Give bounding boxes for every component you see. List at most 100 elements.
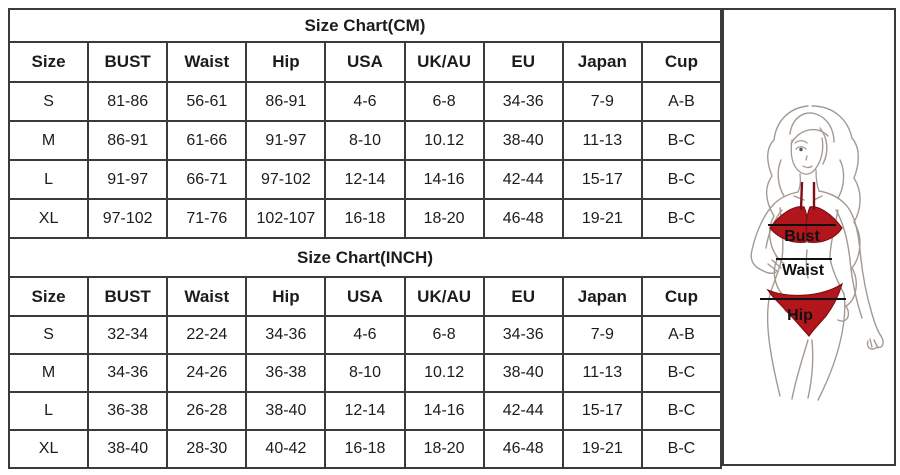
table-cell: 91-97	[245, 120, 327, 161]
table-cell: 8-10	[324, 120, 406, 161]
table-cell: M	[7, 120, 90, 161]
column-header: Japan	[561, 41, 643, 83]
hip-measure: Hip	[760, 298, 846, 324]
table-cell: B-C	[640, 391, 723, 431]
table-cell: 46-48	[482, 429, 564, 469]
table-title: Size Chart(INCH)	[8, 237, 722, 278]
column-header: EU	[482, 276, 564, 317]
table-cell: 34-36	[245, 315, 327, 355]
table-cell: 8-10	[324, 353, 406, 393]
table-cell: B-C	[640, 429, 723, 469]
table-cell: 16-18	[324, 429, 406, 469]
table-cell: B-C	[640, 353, 723, 393]
table-cell: 16-18	[324, 198, 406, 239]
bust-measure: Bust	[768, 224, 836, 245]
column-header: BUST	[87, 276, 169, 317]
table-cell: XL	[7, 198, 90, 239]
table-cell: B-C	[640, 159, 723, 200]
hip-label: Hip	[787, 307, 813, 324]
measurement-figure-panel: Bust Waist Hip	[722, 8, 896, 466]
table-cell: 12-14	[324, 391, 406, 431]
table-cell: M	[7, 353, 90, 393]
table-cell: 28-30	[166, 429, 248, 469]
table-title: Size Chart(CM)	[8, 8, 722, 43]
column-header: UK/AU	[403, 276, 485, 317]
table-row: M 34-36 24-26 36-38 8-10 10.12 38-40 11-13 B-C	[7, 353, 723, 393]
table-cell: 14-16	[403, 159, 485, 200]
table-cell: 34-36	[482, 81, 564, 122]
table-cell: 26-28	[166, 391, 248, 431]
table-cell: 102-107	[245, 198, 327, 239]
table-row: S 32-34 22-24 34-36 4-6 6-8 34-36 7-9 A-B	[7, 315, 723, 355]
column-header: Hip	[245, 276, 327, 317]
table-cell: 14-16	[403, 391, 485, 431]
table-cell: B-C	[640, 120, 723, 161]
table-row: M 86-91 61-66 91-97 8-10 10.12 38-40 11-13 B-C	[7, 120, 723, 161]
table-cell: 38-40	[245, 391, 327, 431]
column-header: USA	[324, 41, 406, 83]
size-tables: Size Chart(CM) Size BUST Waist Hip USA UK/AU EU…	[7, 8, 723, 469]
table-row: XL 97-102 71-76 102-107 16-18 18-20 46-48 19-21…	[7, 198, 723, 239]
column-header: Japan	[561, 276, 643, 317]
waist-label: Waist	[782, 262, 825, 279]
table-cell: 36-38	[245, 353, 327, 393]
table-row: L 36-38 26-28 38-40 12-14 14-16 42-44 15-17 B-C	[7, 391, 723, 431]
table-cell: 18-20	[403, 198, 485, 239]
table-cell: 6-8	[403, 315, 485, 355]
table-cell: 40-42	[245, 429, 327, 469]
table-cell: 42-44	[482, 159, 564, 200]
column-header: UK/AU	[403, 41, 485, 83]
table-cell: 15-17	[561, 391, 643, 431]
table-cell: 38-40	[482, 353, 564, 393]
table-cell: 19-21	[561, 198, 643, 239]
table-cell: 71-76	[166, 198, 248, 239]
table-cell: 56-61	[166, 81, 248, 122]
table-cell: A-B	[640, 315, 723, 355]
table-cell: 81-86	[87, 81, 169, 122]
table-cell: 42-44	[482, 391, 564, 431]
woman-figure-illustration: Bust Waist Hip	[750, 105, 884, 401]
table-cell: 38-40	[482, 120, 564, 161]
face-sketch	[790, 137, 824, 193]
table-cell: A-B	[640, 81, 723, 122]
table-cell: 4-6	[324, 315, 406, 355]
table-cell: S	[7, 315, 90, 355]
table-cell: 4-6	[324, 81, 406, 122]
table-cell: 86-91	[87, 120, 169, 161]
table-cell: 38-40	[87, 429, 169, 469]
table-cell: 32-34	[87, 315, 169, 355]
table-cell: 34-36	[482, 315, 564, 355]
table-cell: 7-9	[561, 315, 643, 355]
table-row: S 81-86 56-61 86-91 4-6 6-8 34-36 7-9 A-B	[7, 81, 723, 122]
table-cell: 22-24	[166, 315, 248, 355]
table-cell: 15-17	[561, 159, 643, 200]
table-cell: 7-9	[561, 81, 643, 122]
table-cell: 34-36	[87, 353, 169, 393]
column-header: Hip	[245, 41, 327, 83]
table-cell: 86-91	[245, 81, 327, 122]
table-cell: 11-13	[561, 120, 643, 161]
column-header: Size	[7, 276, 90, 317]
table-cell: 11-13	[561, 353, 643, 393]
column-header: Waist	[166, 41, 248, 83]
table-cell: 10.12	[403, 353, 485, 393]
table-cell: 66-71	[166, 159, 248, 200]
table-cell: 36-38	[87, 391, 169, 431]
table-cell: 24-26	[166, 353, 248, 393]
bust-label: Bust	[784, 228, 820, 245]
table-cell: L	[7, 391, 90, 431]
column-header: EU	[482, 41, 564, 83]
table-cell: 97-102	[87, 198, 169, 239]
table-cell: 10.12	[403, 120, 485, 161]
table-cell: L	[7, 159, 90, 200]
table-row: L 91-97 66-71 97-102 12-14 14-16 42-44 15-17 B-C	[7, 159, 723, 200]
table-cell: 91-97	[87, 159, 169, 200]
column-header: Cup	[640, 276, 723, 317]
table-cell: 19-21	[561, 429, 643, 469]
table-cell: 18-20	[403, 429, 485, 469]
column-header: USA	[324, 276, 406, 317]
table-cell: B-C	[640, 198, 723, 239]
table-cell: 12-14	[324, 159, 406, 200]
size-tables-body: Size Chart(CM) Size BUST Waist Hip USA UK/AU EU…	[7, 8, 723, 469]
